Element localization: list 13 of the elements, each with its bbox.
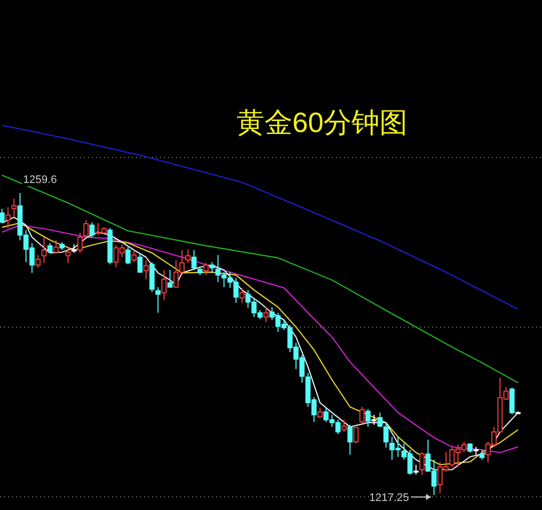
- candlestick: [89, 222, 95, 238]
- candlestick: [11, 198, 17, 218]
- annotation: 1259.6: [23, 174, 57, 186]
- candlestick: [35, 254, 41, 268]
- candlestick: [209, 262, 215, 274]
- annotation: 1217.25: [369, 492, 409, 504]
- candlestick: [5, 206, 11, 228]
- candlestick: [41, 236, 47, 264]
- candlestick: [263, 306, 269, 323]
- candlestick: [161, 270, 167, 300]
- candlestick: [185, 248, 191, 264]
- candlestick: [239, 287, 245, 304]
- chart-title: 黄金60分钟图: [236, 107, 408, 138]
